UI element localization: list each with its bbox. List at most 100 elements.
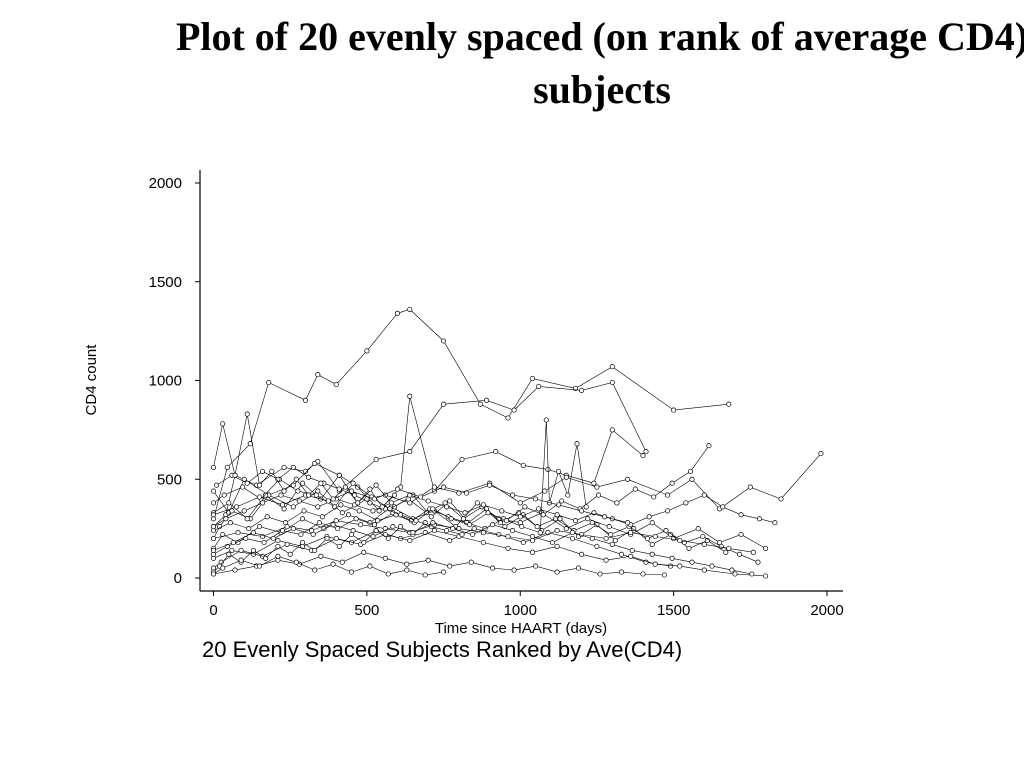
data-point <box>579 508 585 514</box>
data-point <box>603 535 609 542</box>
data-point <box>572 518 579 524</box>
series-line <box>213 551 665 576</box>
data-point <box>210 571 217 577</box>
data-point <box>407 449 413 455</box>
data-point <box>333 381 339 388</box>
series-7 <box>210 528 769 579</box>
data-point <box>591 480 597 486</box>
data-point <box>533 496 539 502</box>
data-point <box>709 563 715 569</box>
data-point <box>677 563 683 569</box>
data-point <box>474 500 480 506</box>
data-point <box>275 553 281 559</box>
data-point <box>534 524 540 530</box>
data-point <box>689 476 695 482</box>
series-17 <box>210 553 447 578</box>
data-point <box>459 531 465 538</box>
data-point <box>594 484 600 490</box>
data-point <box>529 533 536 540</box>
data-point <box>511 567 517 573</box>
data-point <box>589 535 595 542</box>
data-point <box>336 486 342 492</box>
data-point <box>483 397 490 403</box>
data-point <box>726 401 732 407</box>
data-point <box>431 528 437 534</box>
data-point <box>299 539 306 546</box>
data-point <box>579 551 585 557</box>
data-point <box>250 547 256 553</box>
data-point <box>394 486 401 492</box>
data-point <box>649 520 655 526</box>
data-point <box>330 522 336 528</box>
data-point <box>407 492 413 498</box>
data-point <box>579 387 585 393</box>
data-point <box>263 555 269 561</box>
data-point <box>609 364 615 370</box>
data-point <box>269 468 275 474</box>
data-point <box>651 494 657 500</box>
data-point <box>565 492 571 498</box>
data-point <box>520 539 526 546</box>
chart-caption: 20 Evenly Spaced Subjects Ranked by Ave(… <box>202 637 682 662</box>
x-axis-title: Time since HAART (days) <box>435 620 607 637</box>
series-line <box>213 555 444 576</box>
data-point <box>260 500 266 506</box>
data-point <box>470 531 476 538</box>
data-point <box>520 462 526 468</box>
data-point <box>227 520 233 526</box>
x-tick-label: 0 <box>209 602 217 619</box>
data-point <box>210 524 217 530</box>
data-point <box>316 520 322 526</box>
data-point <box>370 533 376 540</box>
data-point <box>649 541 655 547</box>
data-point <box>628 553 634 559</box>
data-point <box>290 464 296 470</box>
data-point <box>284 524 290 530</box>
data-point <box>522 504 528 510</box>
data-point <box>375 518 381 524</box>
data-point <box>664 492 671 498</box>
data-point <box>763 545 769 551</box>
data-point <box>536 506 542 512</box>
data-point <box>293 476 299 482</box>
data-point <box>430 506 436 512</box>
data-point <box>609 379 615 386</box>
data-point <box>318 480 324 486</box>
data-point <box>210 535 217 542</box>
series-6 <box>210 526 674 569</box>
data-point <box>517 514 523 520</box>
data-point <box>540 512 546 518</box>
data-point <box>263 492 269 498</box>
data-point <box>480 530 486 536</box>
data-point <box>413 518 419 524</box>
data-point <box>664 508 671 514</box>
data-point <box>338 502 344 508</box>
data-point <box>490 565 496 571</box>
data-point <box>220 565 226 571</box>
y-tick-label: 0 <box>174 570 182 587</box>
data-point <box>241 508 247 514</box>
data-point <box>689 559 695 565</box>
data-point <box>589 520 595 526</box>
data-point <box>312 460 318 466</box>
data-point <box>296 498 302 504</box>
data-point <box>388 500 394 506</box>
series-line <box>213 396 644 514</box>
data-point <box>671 407 677 413</box>
data-point <box>404 561 410 567</box>
data-point <box>668 563 674 569</box>
data-point <box>232 472 238 478</box>
data-point <box>345 512 352 518</box>
data-point <box>519 524 525 530</box>
data-point <box>503 518 509 524</box>
data-point <box>260 468 266 474</box>
series-13 <box>210 520 428 575</box>
data-point <box>370 508 376 514</box>
data-point <box>264 514 270 520</box>
data-point <box>379 504 385 510</box>
data-point <box>391 492 398 498</box>
data-point <box>529 375 536 382</box>
series-line <box>213 445 710 531</box>
data-point <box>302 468 309 474</box>
data-point <box>640 571 646 577</box>
